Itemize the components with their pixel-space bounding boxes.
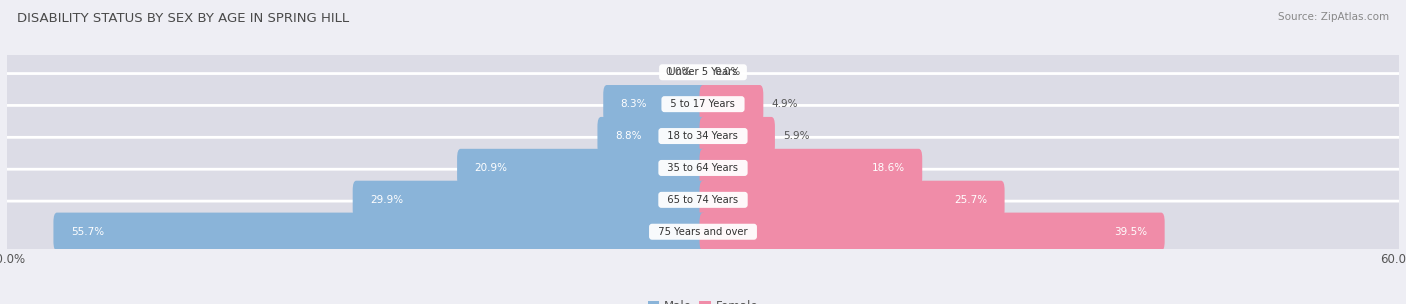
FancyBboxPatch shape [1, 74, 1405, 135]
Text: 8.3%: 8.3% [620, 99, 647, 109]
Text: 35 to 64 Years: 35 to 64 Years [661, 163, 745, 173]
Text: 65 to 74 Years: 65 to 74 Years [661, 195, 745, 205]
Text: 0.0%: 0.0% [714, 67, 741, 77]
Text: 18 to 34 Years: 18 to 34 Years [661, 131, 745, 141]
FancyBboxPatch shape [1, 105, 1405, 167]
FancyBboxPatch shape [700, 85, 763, 123]
Text: 0.0%: 0.0% [665, 67, 692, 77]
Text: 18.6%: 18.6% [872, 163, 905, 173]
FancyBboxPatch shape [457, 149, 706, 187]
Text: 25.7%: 25.7% [955, 195, 987, 205]
FancyBboxPatch shape [700, 117, 775, 155]
FancyBboxPatch shape [598, 117, 706, 155]
Text: 20.9%: 20.9% [474, 163, 508, 173]
Text: 8.8%: 8.8% [614, 131, 641, 141]
Text: Source: ZipAtlas.com: Source: ZipAtlas.com [1278, 12, 1389, 22]
FancyBboxPatch shape [353, 181, 706, 219]
FancyBboxPatch shape [1, 42, 1405, 103]
Legend: Male, Female: Male, Female [643, 295, 763, 304]
FancyBboxPatch shape [1, 169, 1405, 230]
FancyBboxPatch shape [1, 201, 1405, 262]
FancyBboxPatch shape [603, 85, 706, 123]
Text: 39.5%: 39.5% [1114, 227, 1147, 237]
FancyBboxPatch shape [700, 181, 1004, 219]
FancyBboxPatch shape [1, 137, 1405, 199]
Text: 55.7%: 55.7% [70, 227, 104, 237]
Text: 5 to 17 Years: 5 to 17 Years [665, 99, 741, 109]
Text: DISABILITY STATUS BY SEX BY AGE IN SPRING HILL: DISABILITY STATUS BY SEX BY AGE IN SPRIN… [17, 12, 349, 25]
FancyBboxPatch shape [700, 212, 1164, 251]
FancyBboxPatch shape [700, 149, 922, 187]
Text: 4.9%: 4.9% [772, 99, 799, 109]
Text: 5.9%: 5.9% [783, 131, 810, 141]
Text: Under 5 Years: Under 5 Years [662, 67, 744, 77]
FancyBboxPatch shape [53, 212, 706, 251]
Text: 75 Years and over: 75 Years and over [652, 227, 754, 237]
Text: 29.9%: 29.9% [370, 195, 404, 205]
